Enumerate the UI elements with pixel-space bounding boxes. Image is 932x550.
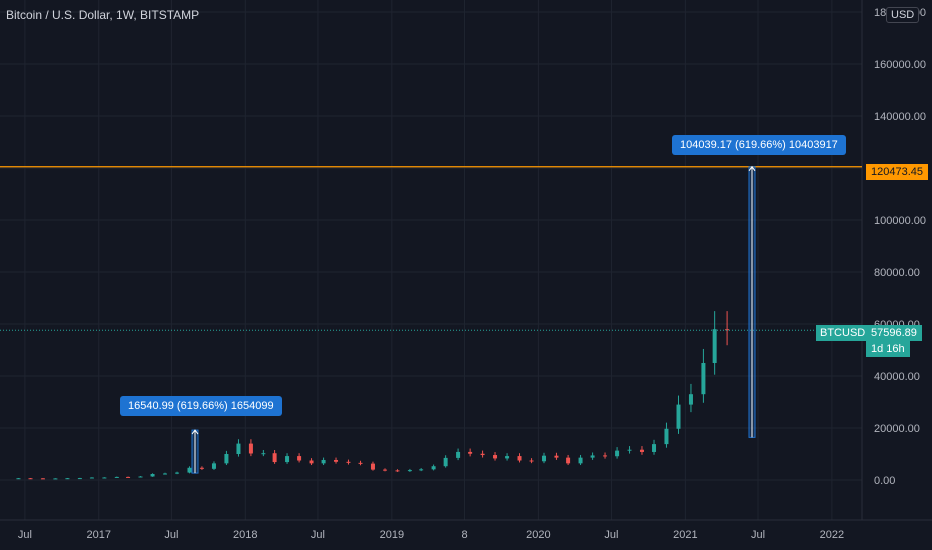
x-axis: Jul 2017 Jul 2018 Jul 2019 8 2020 Jul 2021 Jul 2022 xyxy=(18,529,844,541)
candle xyxy=(517,456,522,461)
candle xyxy=(652,444,657,452)
candle xyxy=(407,470,412,472)
candle xyxy=(236,443,241,454)
candles xyxy=(16,311,730,480)
candle xyxy=(40,478,45,480)
candle xyxy=(505,456,510,459)
large-measure-arrow-icon xyxy=(748,165,756,172)
candle xyxy=(211,463,216,469)
candle xyxy=(28,478,33,480)
y-tick-label: 160000.00 xyxy=(874,59,926,71)
last-price-tag: 57596.89 xyxy=(866,325,922,341)
candle xyxy=(578,457,583,464)
x-tick-label: 2022 xyxy=(820,529,844,541)
candle xyxy=(114,476,119,478)
candle xyxy=(53,478,58,480)
candle xyxy=(187,467,192,473)
candle xyxy=(480,453,485,456)
candle xyxy=(542,455,547,462)
candle xyxy=(676,404,681,429)
candle xyxy=(615,450,620,457)
candle xyxy=(554,455,559,458)
symbol-tag: BTCUSD xyxy=(816,325,870,341)
candle xyxy=(150,474,155,477)
x-tick-label: Jul xyxy=(18,529,32,541)
y-tick-label: 80000.00 xyxy=(874,267,920,279)
x-tick-label: 2019 xyxy=(380,529,404,541)
candle xyxy=(358,462,363,464)
x-tick-label: 2017 xyxy=(87,529,111,541)
currency-button[interactable]: USD xyxy=(886,7,920,23)
y-axis: 0.0020000.0040000.0060000.0080000.001000… xyxy=(874,7,926,487)
x-tick-label: 2021 xyxy=(673,529,697,541)
y-tick-label: 40000.00 xyxy=(874,371,920,383)
candle xyxy=(725,329,730,331)
candle xyxy=(664,428,669,445)
candle xyxy=(712,329,717,363)
candle xyxy=(395,470,400,472)
candle xyxy=(309,460,314,464)
candle xyxy=(603,455,608,457)
y-tick-label: 100000.00 xyxy=(874,215,926,227)
candle xyxy=(248,443,253,454)
candle xyxy=(126,476,131,478)
candle xyxy=(688,394,693,405)
candle xyxy=(346,461,351,463)
y-tick-label: 140000.00 xyxy=(874,111,926,123)
level-price-tag: 120473.45 xyxy=(866,164,928,180)
candle xyxy=(272,453,277,463)
x-tick-label: 8 xyxy=(461,529,467,541)
candle xyxy=(701,363,706,395)
candle xyxy=(529,460,534,462)
candle xyxy=(590,455,595,458)
grid xyxy=(0,0,932,521)
candle xyxy=(639,449,644,452)
candle xyxy=(175,472,180,474)
candle xyxy=(431,466,436,470)
candle xyxy=(261,453,266,455)
candle xyxy=(456,451,461,458)
candle xyxy=(16,478,21,480)
candle xyxy=(566,457,571,464)
x-tick-label: 2018 xyxy=(233,529,257,541)
candle xyxy=(89,477,94,479)
candle xyxy=(77,478,82,480)
candle xyxy=(102,477,107,479)
candle xyxy=(627,449,632,451)
candle xyxy=(419,469,424,471)
candle xyxy=(321,459,326,464)
y-tick-label: 0.00 xyxy=(874,475,895,487)
x-tick-label: Jul xyxy=(751,529,765,541)
candle xyxy=(65,478,70,480)
candle xyxy=(224,454,229,464)
candle xyxy=(162,473,167,475)
measure-lines xyxy=(0,165,862,474)
candle xyxy=(370,463,375,470)
candle xyxy=(493,455,498,459)
candle xyxy=(285,456,290,463)
candle xyxy=(468,451,473,454)
candle xyxy=(383,469,388,471)
chart-title: Bitcoin / U.S. Dollar, 1W, BITSTAMP xyxy=(6,8,200,22)
candle xyxy=(443,457,448,467)
countdown-tag: 1d 16h xyxy=(866,341,910,357)
small-measure-arrow-icon xyxy=(191,429,199,435)
y-tick-label: 20000.00 xyxy=(874,423,920,435)
x-tick-label: Jul xyxy=(311,529,325,541)
x-tick-label: 2020 xyxy=(526,529,550,541)
x-tick-label: Jul xyxy=(164,529,178,541)
candle xyxy=(138,476,143,478)
large-measure-label: 104039.17 (619.66%) 10403917 xyxy=(672,135,846,155)
small-measure-label: 16540.99 (619.66%) 1654099 xyxy=(120,396,282,416)
candle xyxy=(199,467,204,469)
candle xyxy=(297,456,302,461)
candle xyxy=(334,459,339,462)
x-tick-label: Jul xyxy=(604,529,618,541)
